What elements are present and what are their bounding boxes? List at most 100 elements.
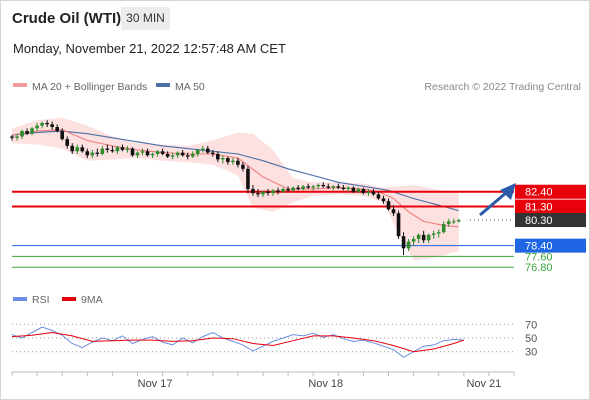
candle (125, 145, 130, 153)
candle-body (20, 131, 24, 137)
rsi-level-label: 50 (525, 333, 537, 345)
candle-body (396, 213, 401, 237)
forecast-arrow-shaft (479, 190, 508, 217)
candle (115, 145, 120, 154)
time-axis: Nov 17 Nov 18 Nov 21 (11, 371, 515, 390)
candlesticks (10, 120, 461, 256)
candle (25, 128, 29, 136)
candle-body (271, 190, 275, 194)
candle-body (286, 189, 290, 191)
candle (266, 189, 270, 196)
candle (135, 151, 140, 159)
chart-datetime: Monday, November 21, 2022 12:57:48 AM CE… (13, 41, 286, 56)
candle-body (175, 152, 180, 156)
forecast-arrow (479, 183, 516, 217)
candle (85, 148, 90, 159)
price-level-tag (515, 238, 586, 253)
candle-body (100, 148, 105, 154)
candle-body (321, 184, 326, 187)
candle-body (35, 125, 39, 129)
candle (421, 230, 426, 243)
candle (251, 184, 255, 196)
candle (110, 145, 115, 153)
candle (271, 189, 275, 196)
candle (371, 189, 376, 196)
candle-body (351, 187, 356, 192)
rsi-legend: RSI 9MA (13, 294, 103, 306)
candle (446, 218, 451, 227)
candle-body (105, 148, 110, 150)
candle-body (135, 152, 140, 156)
candle-body (261, 191, 265, 195)
candle-body (130, 148, 135, 156)
candle-body (15, 136, 19, 138)
candle-body (160, 151, 165, 154)
candle (436, 229, 441, 238)
candle (15, 133, 19, 141)
main-legend: MA 20 + Bollinger Bands MA 50 Research ©… (13, 81, 581, 93)
candle-body (451, 221, 456, 223)
ma20-legend-swatch (13, 83, 27, 87)
candle-body (195, 149, 200, 154)
time-axis-label: Nov 21 (466, 378, 501, 390)
price-level-label: 77.60 (525, 251, 553, 263)
candle-body (60, 131, 64, 140)
candle-body (85, 151, 90, 156)
bollinger-band-area (12, 117, 459, 261)
candle (341, 184, 346, 191)
timeframe-badge[interactable]: 30 MIN (121, 7, 170, 30)
candle-body (200, 148, 205, 150)
candle-body (236, 160, 240, 165)
candle-body (326, 186, 331, 188)
candle-body (276, 190, 280, 192)
rsi-level-label: 70 (525, 319, 537, 331)
candle (60, 128, 64, 141)
candle (170, 152, 175, 160)
candle-body (291, 187, 295, 191)
price-level-label: 82.40 (525, 187, 553, 199)
candle (65, 136, 70, 149)
candle (296, 184, 300, 191)
candle (381, 195, 386, 204)
candle (256, 189, 260, 198)
candle (195, 148, 200, 157)
candle-body (226, 158, 230, 163)
candle (100, 145, 105, 156)
candle (351, 186, 356, 194)
candle (185, 152, 190, 160)
candle-body (231, 160, 235, 163)
candle (336, 183, 341, 190)
candle-body (331, 186, 336, 188)
candle (221, 155, 225, 164)
candle (426, 233, 431, 243)
candle (90, 149, 95, 159)
candle-body (371, 191, 376, 195)
candle-body (431, 233, 436, 235)
candle (140, 148, 145, 156)
candle (441, 221, 446, 234)
candle (190, 151, 195, 159)
candle-body (80, 147, 85, 152)
candle (316, 183, 321, 190)
price-level-tag (515, 184, 586, 199)
candle-body (356, 189, 361, 192)
candle (40, 121, 44, 129)
candle (50, 121, 54, 130)
candle-body (185, 155, 190, 157)
candle (165, 151, 170, 159)
candle-body (115, 147, 120, 152)
candle-body (411, 238, 416, 242)
candle-body (211, 152, 215, 154)
ma50-legend-swatch (156, 83, 170, 87)
candle (321, 182, 326, 188)
ma20-legend-label: MA 20 + Bollinger Bands (32, 81, 147, 93)
candle-body (140, 151, 145, 153)
candle-body (281, 189, 285, 192)
candle-body (361, 189, 366, 194)
bollinger-bands (12, 117, 459, 261)
candle (416, 233, 421, 243)
candle-body (306, 186, 310, 188)
candle-body (40, 122, 44, 126)
